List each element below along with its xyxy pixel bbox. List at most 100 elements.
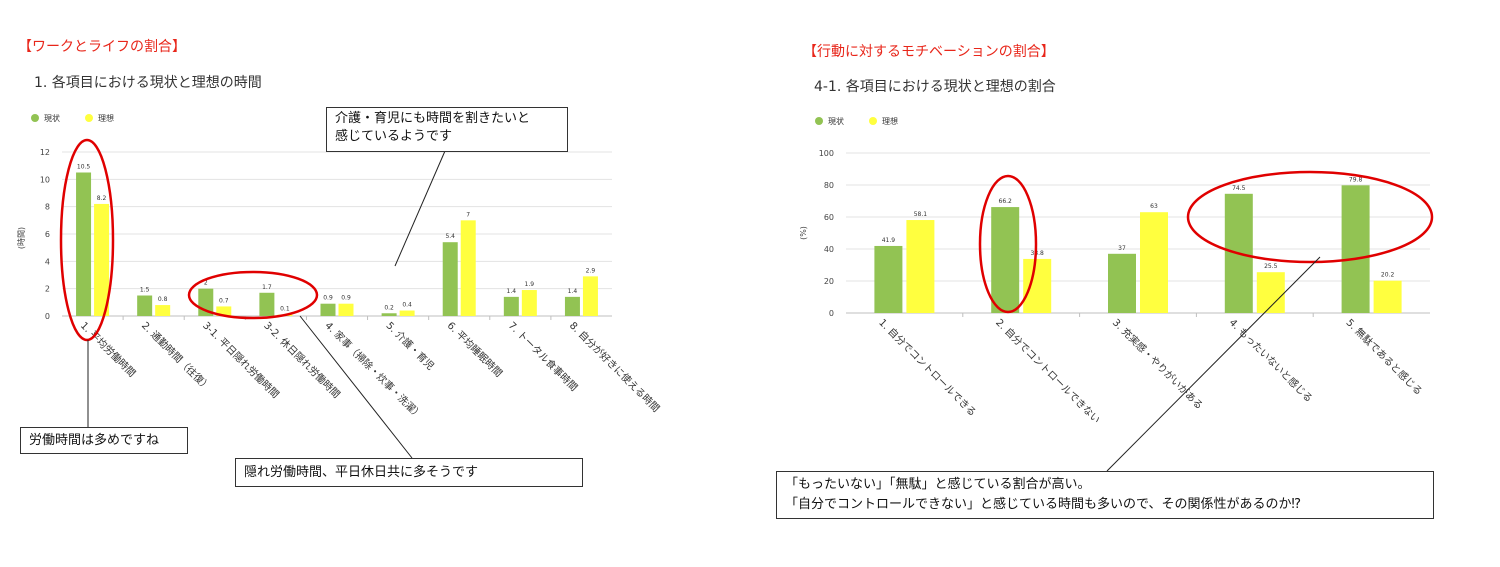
y-axis-label: (時間) bbox=[17, 227, 26, 249]
legend-label: 理想 bbox=[882, 116, 898, 126]
y-tick-label: 4 bbox=[45, 257, 50, 266]
data-label: 10.5 bbox=[77, 164, 91, 171]
data-label: 0.9 bbox=[323, 295, 333, 302]
data-label: 79.8 bbox=[1349, 176, 1363, 183]
right-bar-chart: 現状 理想 0 20 40 60 80 100 (%) 41.9 58.1 1. 自分でコントロールで… bbox=[799, 116, 1430, 426]
bar bbox=[460, 220, 476, 316]
data-label: 1.4 bbox=[507, 288, 517, 295]
bar bbox=[399, 310, 415, 316]
leader-line bbox=[299, 315, 413, 459]
category-label: 2. 自分でコントロールできない bbox=[993, 316, 1103, 426]
y-axis-label: (%) bbox=[799, 226, 808, 240]
left-chart-title: 1. 各項目における現状と理想の時間 bbox=[34, 75, 262, 91]
bar bbox=[521, 290, 537, 316]
bar bbox=[320, 303, 336, 316]
data-label: 25.5 bbox=[1264, 263, 1278, 270]
callout-line: 「自分でコントロールできない」と感じている時間も多いので、その関係性があるのか⁉ bbox=[785, 497, 1302, 512]
data-label: 74.5 bbox=[1232, 185, 1246, 192]
callout-motivation: 「もったいない」「無駄」と感じている割合が高い。 「自分でコントロールできない」… bbox=[776, 471, 1434, 519]
data-label: 1.9 bbox=[525, 281, 535, 288]
left-bar-chart: 現状 理想 0 2 4 6 8 10 12 (時間) 10.5 8.2 1. 平均労働時間 1.5 0.8 2… bbox=[17, 113, 663, 422]
category-label: 3. 充実感・やりがいがある bbox=[1110, 316, 1206, 412]
ellipse-annotation-waste bbox=[1186, 170, 1434, 264]
y-tick-label: 80 bbox=[824, 181, 834, 190]
y-tick-label: 20 bbox=[824, 277, 834, 286]
data-label: 2 bbox=[204, 280, 208, 287]
leader-line bbox=[394, 150, 446, 267]
right-chart-title: 4-1. 各項目における現状と理想の割合 bbox=[814, 79, 1056, 95]
data-label: 1.5 bbox=[140, 287, 150, 294]
category-label: 6. 平均睡眠時間 bbox=[445, 319, 506, 380]
legend-label: 現状 bbox=[44, 113, 60, 123]
bar bbox=[582, 276, 598, 316]
ellipse-annotation-working-hours bbox=[59, 138, 115, 342]
right-section-title: 【行動に対するモチベーションの割合】 bbox=[803, 44, 1055, 60]
data-label: 37 bbox=[1118, 245, 1126, 252]
data-label: 5.4 bbox=[445, 233, 455, 240]
y-tick-label: 40 bbox=[824, 245, 834, 254]
bar bbox=[338, 303, 354, 316]
y-tick-label: 100 bbox=[819, 149, 834, 158]
callout-working-hours: 労働時間は多めですね bbox=[20, 427, 188, 454]
data-label: 1.4 bbox=[568, 288, 578, 295]
left-section-title: 【ワークとライフの割合】 bbox=[18, 39, 186, 55]
bar bbox=[94, 203, 110, 316]
bar bbox=[874, 245, 903, 313]
bar bbox=[991, 207, 1020, 313]
bar bbox=[442, 242, 458, 316]
bar bbox=[906, 220, 935, 313]
data-label: 0.7 bbox=[219, 297, 229, 304]
y-tick-label: 10 bbox=[40, 175, 50, 184]
data-label: 63 bbox=[1150, 203, 1158, 210]
data-label: 0.4 bbox=[402, 302, 412, 309]
data-label: 0.2 bbox=[384, 304, 394, 311]
bar bbox=[381, 313, 397, 316]
legend-marker bbox=[31, 114, 39, 122]
legend-label: 現状 bbox=[828, 116, 844, 126]
bar bbox=[1108, 253, 1136, 313]
bar bbox=[155, 305, 171, 316]
callout-line: 介護・育児にも時間を割きたいと bbox=[335, 111, 531, 126]
data-label: 20.2 bbox=[1381, 272, 1395, 279]
y-tick-label: 12 bbox=[40, 148, 50, 157]
y-tick-label: 2 bbox=[45, 285, 50, 294]
bar bbox=[76, 172, 92, 316]
data-label: 2.9 bbox=[586, 267, 596, 274]
data-label: 1.7 bbox=[262, 284, 272, 291]
category-label: 4. 家事（掃除・炊事・洗濯） bbox=[322, 319, 425, 422]
bar bbox=[137, 295, 153, 316]
bar bbox=[564, 296, 580, 316]
y-tick-label: 60 bbox=[824, 213, 834, 222]
bar bbox=[1373, 280, 1402, 313]
y-tick-label: 6 bbox=[45, 230, 50, 239]
legend-marker bbox=[869, 117, 877, 125]
bar bbox=[259, 292, 275, 316]
category-label: 1. 自分でコントロールできる bbox=[876, 316, 979, 419]
bar bbox=[216, 306, 232, 316]
data-label: 33.8 bbox=[1031, 250, 1045, 257]
y-tick-label: 0 bbox=[45, 312, 50, 321]
callout-line: 感じているようです bbox=[335, 129, 453, 144]
bar bbox=[1341, 185, 1370, 313]
data-label: 0.8 bbox=[158, 296, 168, 303]
ellipse-annotation-hidden-work bbox=[187, 270, 319, 320]
bar bbox=[503, 296, 519, 316]
bar bbox=[1023, 258, 1052, 313]
legend-marker bbox=[85, 114, 93, 122]
legend-marker bbox=[815, 117, 823, 125]
category-label: 1. 平均労働時間 bbox=[78, 319, 139, 380]
y-tick-label: 8 bbox=[45, 203, 50, 212]
category-label: 5. 無駄であると感じる bbox=[1343, 316, 1425, 398]
callout-line: 「もったいない」「無駄」と感じている割合が高い。 bbox=[785, 477, 1091, 492]
data-label: 0.9 bbox=[341, 295, 351, 302]
legend-label: 理想 bbox=[98, 113, 114, 123]
y-tick-label: 0 bbox=[829, 309, 834, 318]
callout-caregiving: 介護・育児にも時間を割きたいと 感じているようです bbox=[326, 107, 568, 152]
leader-line bbox=[1106, 256, 1321, 472]
data-label: 0.1 bbox=[280, 306, 290, 313]
data-label: 58.1 bbox=[914, 211, 928, 218]
data-label: 8.2 bbox=[97, 195, 107, 202]
data-label: 7 bbox=[466, 211, 470, 218]
data-label: 41.9 bbox=[882, 237, 896, 244]
